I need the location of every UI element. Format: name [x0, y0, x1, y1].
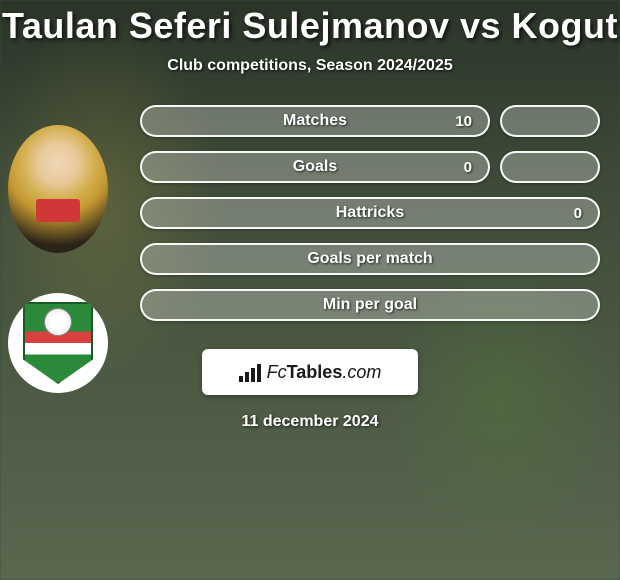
date-label: 11 december 2024 — [0, 413, 620, 431]
stat-label: Goals — [293, 158, 337, 176]
stats-list: Matches 10 Goals 0 Hattricks 0 Goals per… — [140, 105, 600, 321]
stat-label: Matches — [283, 112, 347, 130]
player2-avatar — [8, 293, 108, 393]
player1-avatar — [8, 125, 108, 253]
brand-suffix: .com — [342, 362, 381, 382]
brand-box[interactable]: FcTables.com — [202, 349, 418, 395]
stat-value-left: 0 — [464, 159, 472, 176]
brand-text: FcTables.com — [267, 362, 382, 383]
stat-row-goals: Goals 0 — [140, 151, 600, 183]
brand-main: Tables — [287, 362, 343, 382]
stat-row-matches: Matches 10 — [140, 105, 600, 137]
stat-row-goals-per-match: Goals per match — [140, 243, 600, 275]
content-wrapper: Taulan Seferi Sulejmanov vs Kogut Club c… — [0, 0, 620, 431]
brand-prefix: Fc — [267, 362, 287, 382]
stat-row-min-per-goal: Min per goal — [140, 289, 600, 321]
club-crest — [23, 302, 93, 384]
stat-value-left: 10 — [455, 113, 472, 130]
stat-value-left: 0 — [574, 205, 582, 222]
stat-pill-main: Min per goal — [140, 289, 600, 321]
stat-label: Hattricks — [336, 204, 404, 222]
stat-pill-main: Goals per match — [140, 243, 600, 275]
avatars-column — [8, 125, 108, 393]
stat-row-hattricks: Hattricks 0 — [140, 197, 600, 229]
stat-label: Goals per match — [307, 250, 432, 268]
stat-label: Min per goal — [323, 296, 417, 314]
stat-pill-main: Hattricks 0 — [140, 197, 600, 229]
page-subtitle: Club competitions, Season 2024/2025 — [0, 57, 620, 75]
stat-pill-side — [500, 105, 600, 137]
stat-pill-main: Matches 10 — [140, 105, 490, 137]
stat-pill-side — [500, 151, 600, 183]
crest-ball-icon — [44, 308, 72, 336]
page-title: Taulan Seferi Sulejmanov vs Kogut — [0, 5, 620, 47]
stat-pill-main: Goals 0 — [140, 151, 490, 183]
bar-chart-icon — [239, 362, 263, 382]
